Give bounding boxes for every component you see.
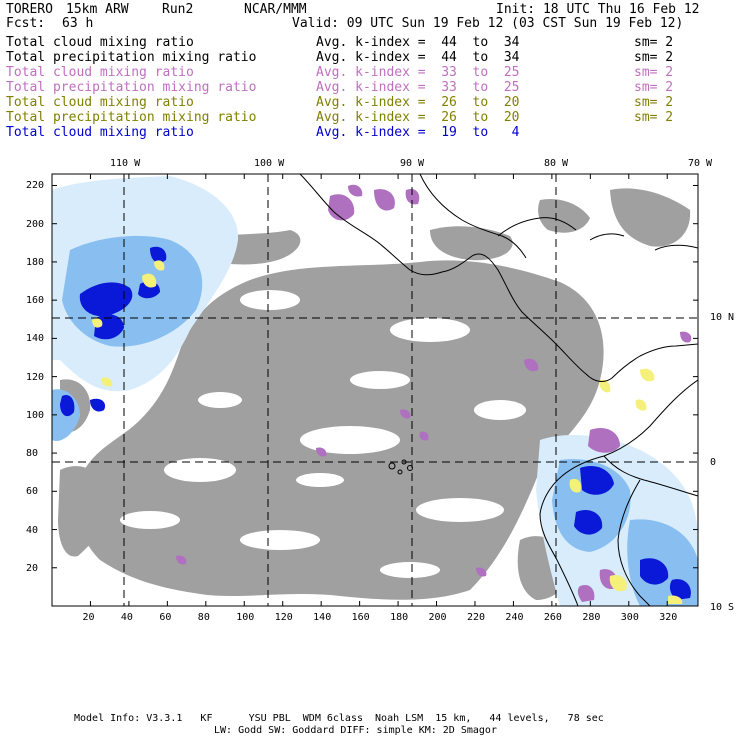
lon-label: 80 W [544,158,569,169]
legend-field: Total precipitation mixing ratio [6,110,257,125]
legend-sm: sm= 2 [634,65,674,80]
x-tick-label: 60 [159,612,172,623]
x-tick-label: 200 [428,612,447,623]
lat-label: 0 [710,457,717,468]
legend-field: Total precipitation mixing ratio [6,50,257,65]
x-tick-label: 300 [620,612,639,623]
lat-label: 10 N [710,312,735,323]
x-tick-label: 160 [351,612,370,623]
y-tick-label: 40 [26,524,39,536]
lon-label: 110 W [110,158,141,169]
legend-kindex: Avg. k-index = 44 to 34 [316,50,520,65]
legend-field: Total cloud mixing ratio [6,35,194,50]
legend-sm: sm= 2 [634,95,674,110]
y-tick-label: 100 [26,409,45,421]
map-frame [51,173,699,607]
lon-label: 90 W [400,158,425,169]
header-org: NCAR/MMM [244,2,307,17]
latlon-grid [52,174,698,606]
cloud-field-yellow [92,260,683,604]
legend-kindex: Avg. k-index = 33 to 25 [316,80,520,95]
legend-sm: sm= 2 [634,50,674,65]
lon-label: 70 W [688,158,713,169]
header-fcst-label: Fcst: [6,16,46,31]
axis-ticks [52,174,698,606]
legend-sm: sm= 2 [634,110,674,125]
cloud-gaps [120,290,526,578]
legend-kindex: Avg. k-index = 44 to 34 [316,35,520,50]
x-tick-label: 320 [659,612,678,623]
y-tick-label: 20 [26,562,39,574]
y-tick-label: 200 [26,218,45,230]
legend-kindex: Avg. k-index = 26 to 20 [316,95,520,110]
x-tick-label: 280 [582,612,601,623]
header-resolution: 15km ARW [66,2,129,17]
legend-field: Total cloud mixing ratio [6,95,194,110]
legend-field: Total cloud mixing ratio [6,125,194,140]
y-tick-label: 60 [26,486,39,498]
legend-sm: sm= 2 [634,80,674,95]
y-tick-label: 80 [26,448,39,460]
y-tick-label: 220 [26,180,45,192]
x-tick-label: 120 [274,612,293,623]
x-tick-label: 240 [505,612,524,623]
lat-label: 10 S [710,602,735,613]
legend-field: Total precipitation mixing ratio [6,80,257,95]
header-model: TORERO [6,2,53,17]
header-valid: Valid: 09 UTC Sun 19 Feb 12 (03 CST Sun … [292,16,684,31]
footer-model-info: Model Info: V3.3.1 KF YSU PBL WDM 6class… [74,713,604,724]
legend-sm: sm= 2 [634,35,674,50]
x-tick-label: 80 [197,612,210,623]
y-tick-label: 140 [26,333,45,345]
x-tick-label: 180 [390,612,409,623]
x-tick-label: 100 [236,612,255,623]
y-tick-label: 120 [26,371,45,383]
legend-field: Total cloud mixing ratio [6,65,194,80]
x-tick-label: 20 [82,612,95,623]
footer-physics-info: LW: Godd SW: Goddard DIFF: simple KM: 2D… [214,725,497,736]
legend-kindex: Avg. k-index = 33 to 25 [316,65,520,80]
lon-label: 100 W [254,158,285,169]
x-tick-label: 40 [120,612,133,623]
header-init: Init: 18 UTC Thu 16 Feb 12 [496,2,700,17]
y-tick-label: 180 [26,256,45,268]
x-tick-label: 140 [313,612,332,623]
x-tick-label: 220 [466,612,486,623]
legend-kindex: Avg. k-index = 19 to 4 [316,125,520,140]
y-tick-label: 160 [26,295,45,307]
coastlines [299,174,698,606]
header-run: Run2 [162,2,194,17]
header-fcst-value: 63 h [62,16,94,31]
x-tick-label: 260 [543,612,562,623]
legend-kindex: Avg. k-index = 26 to 20 [316,110,520,125]
